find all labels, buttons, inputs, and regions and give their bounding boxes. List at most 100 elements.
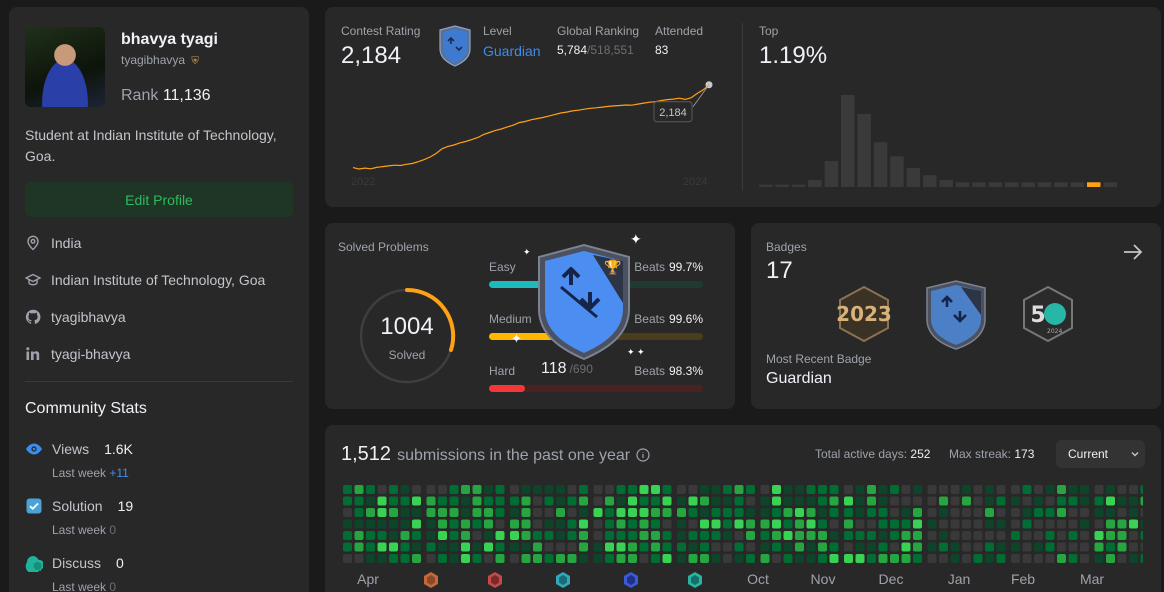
rating-histogram[interactable]: [759, 85, 1145, 189]
heatmap-cell: [1140, 554, 1143, 563]
linkedin-row[interactable]: tyagi-bhavya: [25, 346, 130, 362]
heatmap-cell: [1117, 554, 1127, 563]
heatmap-cell: [913, 496, 922, 506]
heatmap-cell: [723, 508, 732, 517]
heatmap-cell: [711, 519, 721, 529]
heatmap-cell: [616, 508, 626, 517]
arrow-right-icon[interactable]: [1122, 241, 1144, 263]
solution-week-label: Last week: [52, 523, 107, 537]
solved-total: 1004: [380, 313, 434, 340]
heatmap-cell: [521, 519, 531, 529]
svg-text:2023: 2023: [837, 302, 891, 326]
heatmap-cell: [996, 508, 1006, 517]
heatmap-cell: [1140, 531, 1143, 540]
year-select[interactable]: Current: [1056, 440, 1145, 468]
top-label: Top: [759, 24, 779, 38]
heatmap-cell: [985, 485, 994, 494]
info-icon[interactable]: [636, 447, 650, 462]
heatmap-cell: [677, 554, 686, 563]
heatmap-cell: [760, 485, 770, 494]
hard-beats: Beats 98.3%: [634, 364, 703, 378]
heatmap-cell: [593, 542, 603, 552]
guardian-badge-icon[interactable]: [923, 279, 989, 351]
heatmap-cell: [829, 508, 839, 517]
heatmap-cell: [723, 531, 732, 540]
monthly-badge-icon[interactable]: [686, 571, 704, 589]
heatmap-cell: [472, 542, 482, 552]
sparkle-icon: ✦ ✦: [627, 347, 645, 357]
heatmap-cell: [878, 519, 888, 529]
annual-2023-badge-icon[interactable]: 2023: [837, 285, 891, 343]
badges-title: Badges: [766, 240, 807, 254]
heatmap-cell: [795, 496, 804, 506]
heatmap-cell: [1022, 542, 1032, 552]
heatmap-cell: [1045, 508, 1055, 517]
heatmap-cell: [484, 519, 493, 529]
heatmap-cell: [950, 485, 960, 494]
heatmap-cell: [950, 519, 960, 529]
heatmap-cell: [1094, 531, 1104, 540]
edit-profile-button[interactable]: Edit Profile: [25, 182, 293, 217]
heatmap-cell: [890, 485, 899, 494]
heatmap-cell: [985, 531, 994, 540]
heatmap-cell: [472, 519, 482, 529]
heatmap-cell: [366, 508, 375, 517]
heatmap-cell: [438, 519, 447, 529]
heatmap-cell: [377, 554, 387, 563]
heatmap-cell: [1080, 531, 1089, 540]
heatmap-cell: [400, 554, 410, 563]
heatmap-cell: [1080, 542, 1089, 552]
badges-count: 17: [766, 257, 793, 284]
profile-card: bhavya tyagi tyagibhavya ⛨ Rank 11,136 S…: [9, 7, 309, 592]
histogram-bar: [923, 175, 937, 187]
heatmap-cell: [760, 554, 770, 563]
heatmap-cell: [878, 508, 888, 517]
heatmap-cell: [1057, 496, 1066, 506]
heatmap-cell: [533, 531, 542, 540]
level-value[interactable]: Guardian: [483, 43, 541, 59]
heatmap-cell: [544, 542, 554, 552]
heatmap-cell: [985, 519, 994, 529]
rating-line-chart[interactable]: 2,184 2022 2024: [341, 77, 731, 187]
github-row[interactable]: tyagibhavya: [25, 309, 126, 325]
discuss-bubble-icon: [25, 556, 43, 572]
linkedin-text[interactable]: tyagi-bhavya: [51, 346, 131, 362]
heatmap-cell: [950, 542, 960, 552]
heatmap-cell: [343, 508, 352, 517]
heatmap-cell: [354, 508, 364, 517]
heatmap-cell: [711, 542, 721, 552]
heatmap-cell: [426, 496, 436, 506]
heatmap-cell: [544, 554, 554, 563]
heatmap-cell: [354, 542, 364, 552]
rank-label: Rank: [121, 87, 159, 104]
heatmap-cell: [844, 542, 853, 552]
heatmap-cell: [688, 496, 698, 506]
heatmap-cell: [939, 554, 948, 563]
bio: Student at Indian Institute of Technolog…: [25, 127, 277, 164]
heatmap-cell: [890, 519, 899, 529]
attended-label: Attended: [655, 24, 704, 38]
submission-heatmap[interactable]: [343, 485, 1143, 567]
avatar[interactable]: [25, 27, 105, 107]
heatmap-cell: [366, 542, 375, 552]
heatmap-cell: [783, 508, 793, 517]
monthly-badge-icon[interactable]: [554, 571, 572, 589]
github-text[interactable]: tyagibhavya: [51, 309, 126, 325]
level-label: Level: [483, 24, 512, 38]
50-days-badge-icon[interactable]: 5 2024: [1021, 285, 1075, 343]
heatmap-cell: [1045, 542, 1055, 552]
heatmap-cell: [950, 496, 960, 506]
x-tick-label: 2022: [351, 176, 375, 187]
heatmap-cell: [510, 531, 519, 540]
heatmap-cell: [1129, 542, 1138, 552]
monthly-badge-icon[interactable]: [622, 571, 640, 589]
heatmap-cell: [389, 542, 398, 552]
monthly-badge-icon[interactable]: [422, 571, 440, 589]
heatmap-cell: [628, 542, 637, 552]
heatmap-cell: [377, 485, 387, 494]
heatmap-cell: [723, 542, 732, 552]
heatmap-cell: [639, 519, 649, 529]
heatmap-cell: [616, 519, 626, 529]
year-select-value: Current: [1068, 447, 1109, 461]
monthly-badge-icon[interactable]: [486, 571, 504, 589]
